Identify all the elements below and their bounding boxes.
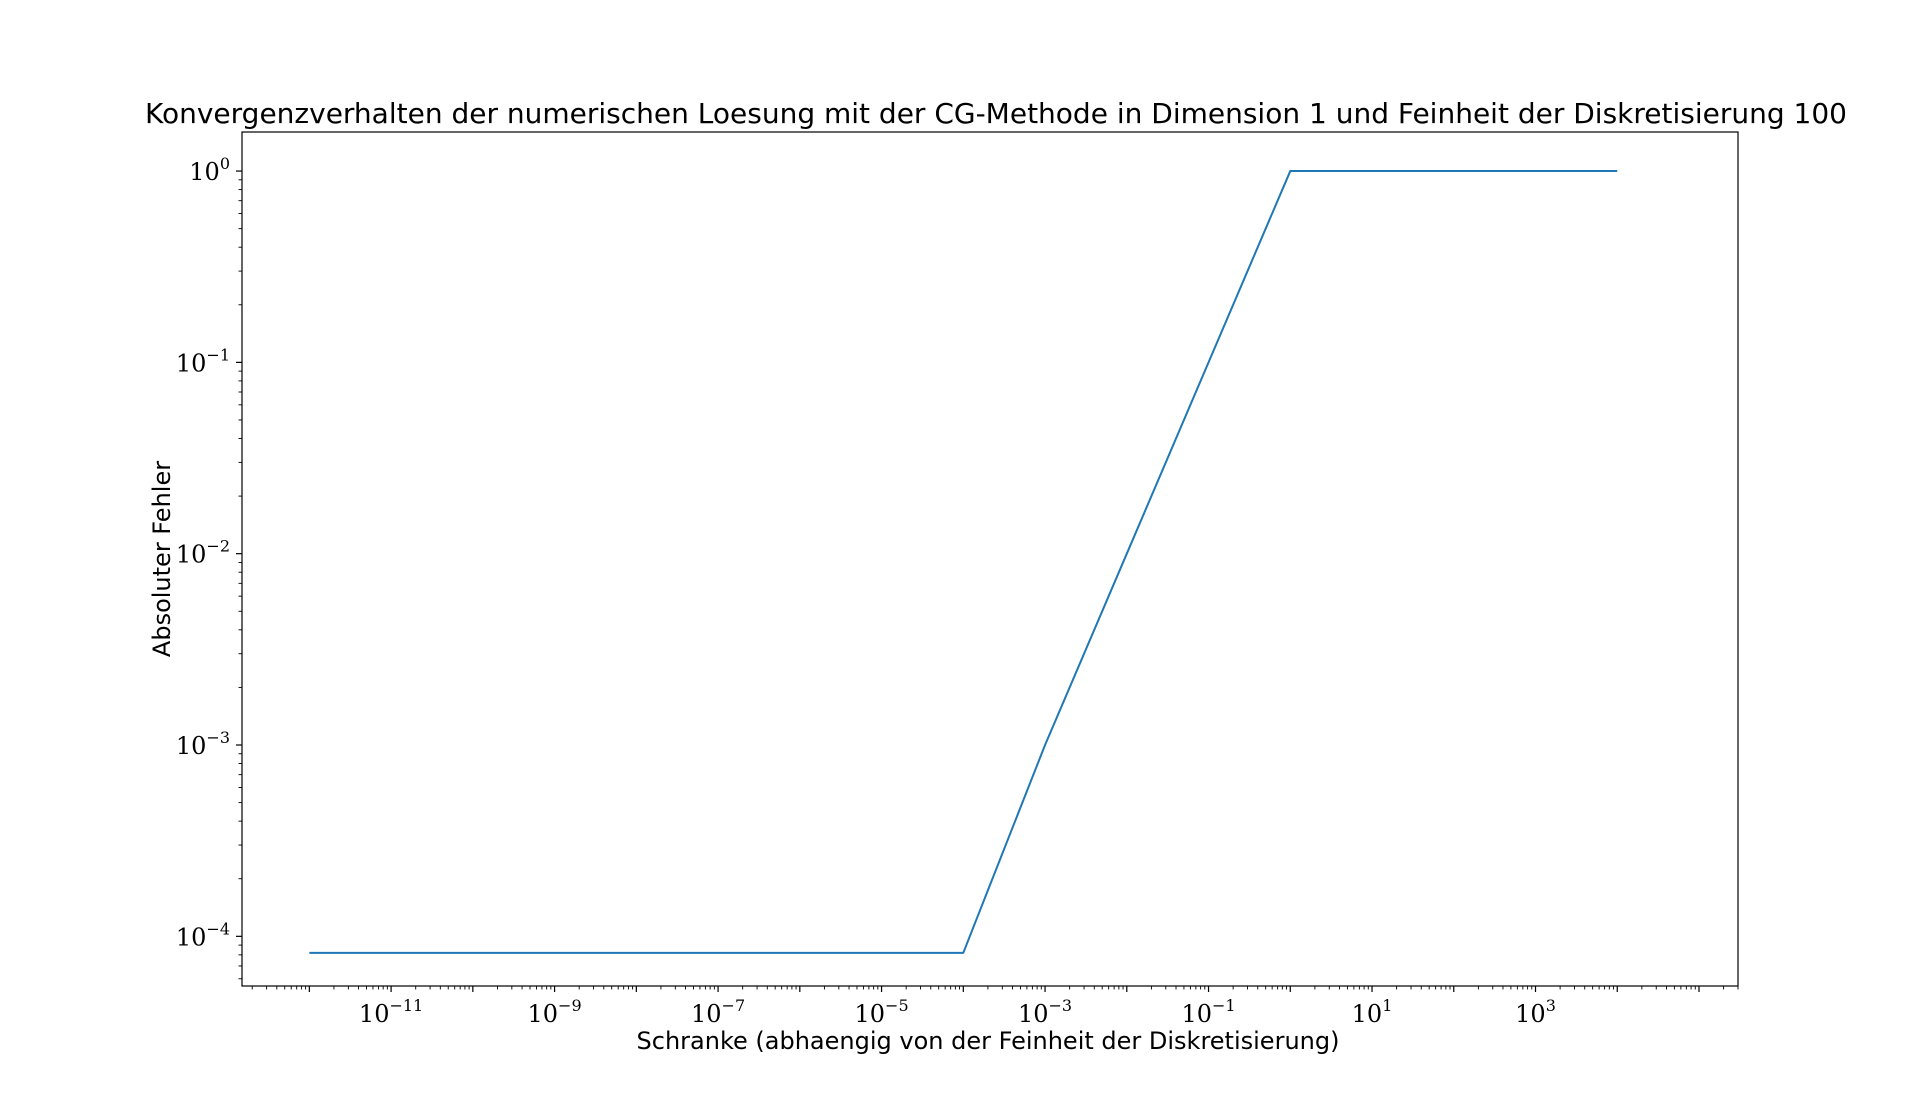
y-tick-label: 10−1 bbox=[176, 345, 230, 377]
x-tick-label: 10−11 bbox=[359, 996, 423, 1028]
y-tick-label: 10−3 bbox=[176, 728, 230, 760]
x-axis: 10−11 10−9 10−7 10−5 10−3 10−1 101 103 bbox=[251, 986, 1739, 1028]
x-tick-label: 103 bbox=[1515, 996, 1556, 1028]
x-axis-label: Schranke (abhaengig von der Feinheit der… bbox=[637, 1027, 1340, 1055]
y-tick-label: 100 bbox=[189, 154, 230, 186]
plot-area: 10−11 10−9 10−7 10−5 10−3 10−1 101 103 10−4 10−3… bbox=[176, 131, 1739, 1028]
x-tick-label: 10−9 bbox=[528, 996, 582, 1028]
y-tick-label: 10−2 bbox=[176, 537, 230, 569]
x-tick-label: 10−3 bbox=[1018, 996, 1072, 1028]
x-tick-label: 101 bbox=[1352, 996, 1393, 1028]
y-axis-label: Absoluter Fehler bbox=[148, 461, 176, 657]
axes-frame bbox=[241, 131, 1739, 987]
x-tick-label: 10−7 bbox=[691, 996, 745, 1028]
chart-title: Konvergenzverhalten der numerischen Loes… bbox=[145, 97, 1847, 130]
series-line bbox=[309, 170, 1618, 954]
series-layer bbox=[309, 170, 1618, 954]
y-tick-label: 10−4 bbox=[176, 919, 230, 951]
y-axis: 10−4 10−3 10−2 10−1 100 bbox=[176, 154, 242, 980]
x-tick-label: 10−5 bbox=[854, 996, 908, 1028]
x-tick-label: 10−1 bbox=[1181, 996, 1235, 1028]
